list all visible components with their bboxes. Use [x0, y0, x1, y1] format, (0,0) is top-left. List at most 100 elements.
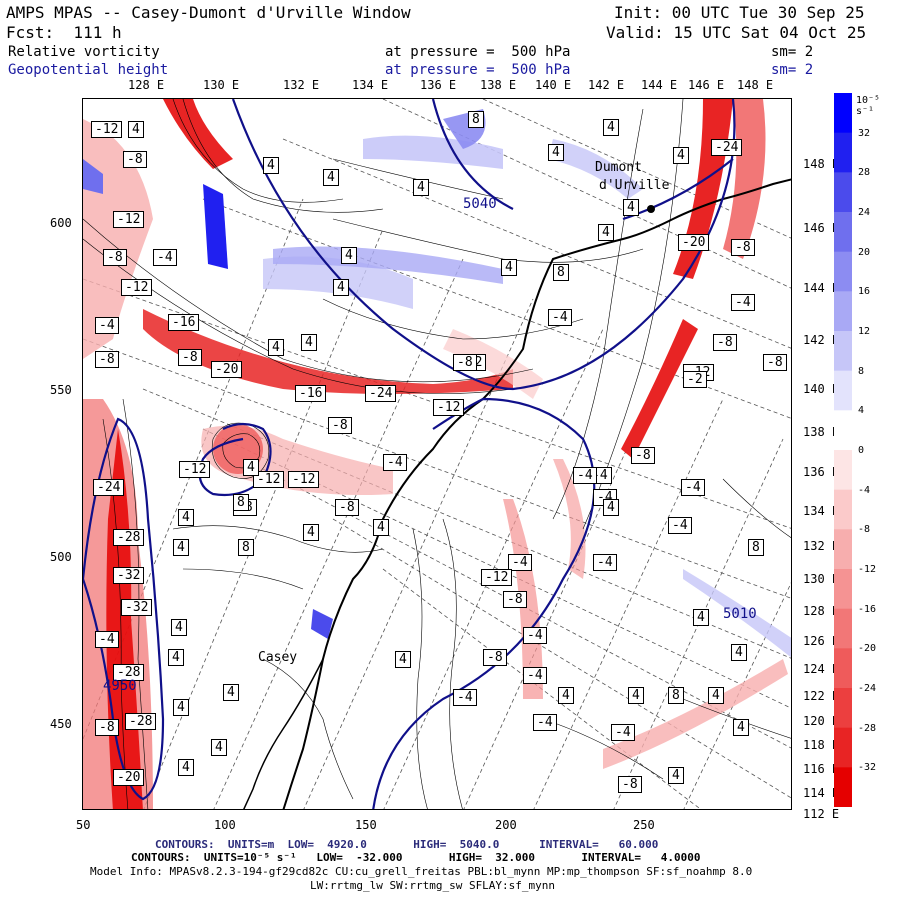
- right-lon-label: 148 E: [803, 157, 840, 171]
- negative-vorticity-label: -2: [683, 371, 707, 388]
- negative-vorticity-label: -4: [153, 249, 177, 266]
- place-dumont: Dumont: [595, 160, 642, 175]
- negative-vorticity-label: -12: [481, 569, 513, 586]
- field2-name: Geopotential height: [8, 62, 169, 78]
- plot-title: AMPS MPAS -- Casey-Dumont d'Urville Wind…: [6, 3, 411, 22]
- negative-vorticity-label: -8: [483, 649, 507, 666]
- positive-vorticity-label: 4: [603, 499, 619, 516]
- negative-vorticity-label: -8: [631, 447, 655, 464]
- positive-vorticity-label: 4: [628, 687, 644, 704]
- right-lon-label: 124 E: [803, 662, 840, 676]
- negative-vorticity-label: -12: [288, 471, 320, 488]
- colorbar-swatch: [834, 529, 852, 570]
- colorbar-swatch: [834, 450, 852, 491]
- negative-vorticity-label: -12: [433, 399, 465, 416]
- positive-vorticity-label: 4: [733, 719, 749, 736]
- right-lon-label: 132 E: [803, 539, 840, 553]
- negative-vorticity-label: -12: [121, 279, 153, 296]
- negative-vorticity-label: -16: [295, 385, 327, 402]
- right-lon-label: 116 E: [803, 762, 840, 776]
- negative-vorticity-label: -8: [328, 417, 352, 434]
- negative-vorticity-label: -4: [681, 479, 705, 496]
- colorbar-swatch: [834, 727, 852, 768]
- right-lon-label: 140 E: [803, 382, 840, 396]
- x-tick-label: 150: [355, 818, 377, 832]
- top-lon-label: 140 E: [535, 78, 572, 92]
- colorbar-unit: 10⁻⁵ s⁻¹: [856, 95, 881, 117]
- negative-vorticity-label: -4: [731, 294, 755, 311]
- negative-vorticity-label: -24: [711, 139, 743, 156]
- colorbar-tick-label: 28: [858, 167, 871, 179]
- positive-vorticity-label: 8: [233, 494, 249, 511]
- field1-smoothing: sm= 2: [771, 44, 814, 60]
- positive-vorticity-label: 8: [468, 111, 484, 128]
- positive-vorticity-label: 4: [731, 644, 747, 661]
- positive-vorticity-label: 4: [178, 759, 194, 776]
- right-lon-label: 114 E: [803, 786, 840, 800]
- y-tick-label: 600: [50, 216, 72, 230]
- colorbar-tick-label: 0: [858, 445, 865, 456]
- positive-vorticity-label: 4: [548, 144, 564, 161]
- colorbar-swatch: [834, 410, 852, 451]
- negative-vorticity-label: -4: [523, 627, 547, 644]
- colorbar-tick-label: -28: [858, 722, 877, 734]
- positive-vorticity-label: 4: [373, 519, 389, 536]
- colorbar-tick-label: -8: [858, 524, 871, 536]
- negative-vorticity-label: -20: [211, 361, 243, 378]
- x-tick-label: 100: [214, 818, 236, 832]
- positive-vorticity-label: 4: [128, 121, 144, 138]
- negative-vorticity-label: -16: [168, 314, 200, 331]
- colorbar-tick-label: 12: [858, 326, 871, 337]
- positive-vorticity-label: 4: [171, 619, 187, 636]
- negative-vorticity-label: -8: [95, 719, 119, 736]
- top-lon-label: 134 E: [352, 78, 389, 92]
- positive-vorticity-label: 4: [668, 767, 684, 784]
- positive-vorticity-label: 4: [693, 609, 709, 626]
- right-lon-label: 142 E: [803, 333, 840, 347]
- negative-vorticity-label: -4: [95, 631, 119, 648]
- colorbar-tick-label: -24: [858, 683, 877, 694]
- positive-vorticity-label: 4: [341, 247, 357, 264]
- negative-vorticity-label: -24: [93, 479, 125, 496]
- map-panel[interactable]: -124-8-12-4-8-12-4-16-8-8-20-16-24-12-8-…: [82, 98, 792, 810]
- negative-vorticity-label: -28: [125, 713, 157, 730]
- negative-vorticity-label: -8: [731, 239, 755, 256]
- positive-vorticity-label: 4: [603, 119, 619, 136]
- negative-vorticity-label: -32: [121, 599, 153, 616]
- negative-vorticity-label: -20: [113, 769, 145, 786]
- positive-vorticity-label: 4: [598, 224, 614, 241]
- negative-vorticity-label: -4: [548, 309, 572, 326]
- negative-vorticity-label: -4: [383, 454, 407, 471]
- colorbar-swatch: [834, 212, 852, 253]
- negative-vorticity-label: -12: [113, 211, 145, 228]
- colorbar-swatch: [834, 648, 852, 689]
- colorbar-tick-label: 8: [858, 365, 865, 377]
- colorbar: [834, 93, 852, 807]
- colorbar-swatch: [834, 93, 852, 134]
- negative-vorticity-label: -4: [573, 467, 597, 484]
- right-lon-label: 136 E: [803, 465, 840, 479]
- right-lon-label: 118 E: [803, 738, 840, 752]
- positive-vorticity-label: 4: [268, 339, 284, 356]
- height-contour-label: 5010: [723, 606, 757, 622]
- colorbar-swatch: [834, 489, 852, 530]
- y-tick-label: 450: [50, 717, 72, 731]
- geopotential-height-contours: [83, 99, 736, 809]
- top-lon-label: 144 E: [641, 78, 678, 92]
- top-lon-label: 130 E: [203, 78, 240, 92]
- right-lon-label: 146 E: [803, 221, 840, 235]
- colorbar-tick-label: -20: [858, 643, 877, 655]
- colorbar-swatch: [834, 132, 852, 173]
- negative-vorticity-label: -4: [533, 714, 557, 731]
- positive-vorticity-label: 4: [303, 524, 319, 541]
- height-contour-label: 4950: [103, 678, 137, 694]
- positive-vorticity-label: 8: [668, 687, 684, 704]
- field2-smoothing: sm= 2: [771, 62, 814, 78]
- colorbar-swatch: [834, 688, 852, 729]
- right-lon-label: 144 E: [803, 281, 840, 295]
- negative-vorticity-label: -4: [523, 667, 547, 684]
- negative-vorticity-label: -8: [103, 249, 127, 266]
- positive-vorticity-label: 4: [263, 157, 279, 174]
- colorbar-tick-label: 20: [858, 246, 871, 258]
- negative-vorticity-label: -4: [95, 317, 119, 334]
